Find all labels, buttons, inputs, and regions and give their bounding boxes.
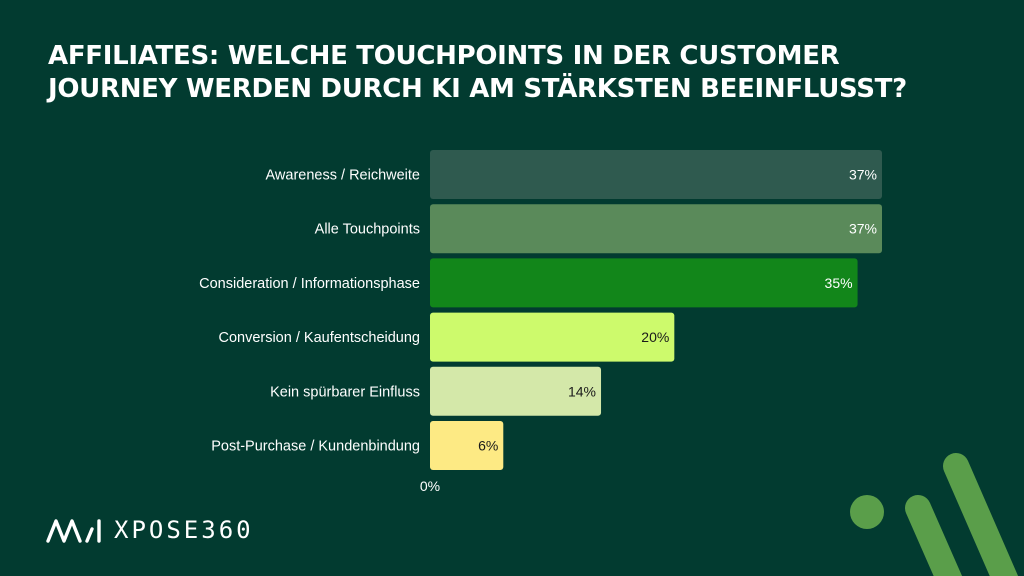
category-label-0: Awareness / Reichweite	[266, 168, 420, 184]
brand-name: XPOSE360	[114, 516, 254, 544]
stripes-and-dot-decoration-icon	[850, 453, 1019, 576]
bar-4	[430, 366, 602, 416]
value-label-3: 20%	[641, 329, 669, 345]
value-label-2: 35%	[825, 275, 853, 291]
brand-logo: XPOSE360	[46, 515, 254, 545]
bar-2	[430, 258, 858, 308]
value-label-4: 14%	[568, 383, 596, 399]
category-label-5: Post-Purchase / Kundenbindung	[211, 439, 420, 455]
category-label-4: Kein spürbarer Einfluss	[270, 384, 420, 400]
bar-5	[430, 421, 504, 470]
bar-3	[430, 312, 675, 362]
category-label-3: Conversion / Kaufentscheidung	[218, 330, 420, 346]
x-axis-tick-label: 0%	[420, 478, 440, 494]
category-label-2: Consideration / Informationsphase	[199, 276, 420, 292]
bar-0	[430, 150, 882, 199]
bar-1	[430, 204, 882, 254]
value-label-0: 37%	[849, 167, 877, 183]
value-label-1: 37%	[849, 221, 877, 237]
ai-logo-mark-icon	[46, 519, 101, 543]
value-label-5: 6%	[478, 438, 498, 454]
category-label-1: Alle Touchpoints	[315, 222, 420, 238]
chart-title: AFFILIATES: WELCHE TOUCHPOINTS IN DER CU…	[48, 41, 907, 104]
